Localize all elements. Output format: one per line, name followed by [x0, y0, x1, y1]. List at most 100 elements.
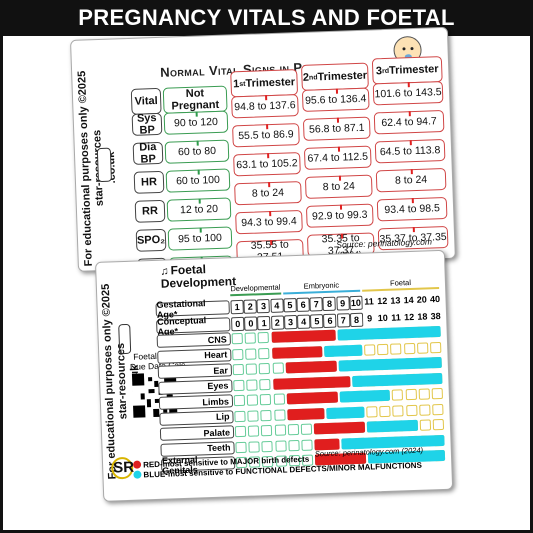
card-notch: [96, 147, 112, 183]
vital-value: 8 to 24: [375, 167, 447, 193]
range-marker: [267, 182, 270, 188]
gestational-week-5: 6: [296, 297, 310, 312]
qr-module: [148, 389, 155, 394]
sensitivity-bar-red: [271, 329, 336, 343]
range-marker: [409, 140, 412, 146]
sensitivity-bar-red: [287, 407, 325, 420]
grid-cell: [248, 440, 260, 453]
grid-cell: [232, 348, 244, 360]
conceptual-week-13: 12: [402, 310, 416, 326]
vital-value: 62.4 to 94.7: [373, 110, 445, 135]
range-marker: [195, 111, 198, 117]
grid-cell: [390, 342, 402, 355]
vital-value: 56.8 to 87.1: [302, 116, 371, 141]
conceptual-week-3: 2: [270, 315, 285, 330]
range-marker: [410, 169, 413, 175]
grid-cell: [418, 388, 430, 400]
sensitivity-bar-blue: [366, 419, 418, 433]
gestational-week-4: 5: [283, 298, 297, 313]
grid-cell: [233, 394, 246, 407]
range-marker: [412, 227, 415, 233]
range-marker: [338, 175, 341, 181]
grid-cell: [258, 347, 270, 359]
blue-dot-icon: [133, 470, 142, 479]
gestational-week-1: 2: [243, 299, 258, 314]
vital-value: 12 to 20: [166, 197, 232, 222]
vital-label-1: Dia BP: [132, 141, 164, 166]
grid-cell: [260, 409, 273, 421]
grid-cell: [234, 425, 247, 438]
gestational-week-6: 7: [309, 297, 324, 312]
conceptual-week-2: 1: [257, 315, 271, 331]
grid-cell: [246, 394, 259, 406]
grid-cell: [257, 331, 270, 344]
card-notch: [118, 323, 132, 355]
range-marker: [339, 204, 342, 210]
grid-cell: [259, 378, 271, 390]
grid-cell: [247, 409, 259, 422]
structure-label: CNS: [156, 332, 231, 348]
phase-label-2: Foetal: [361, 277, 440, 292]
grid-cell: [234, 410, 246, 422]
conceptual-week-4: 3: [283, 314, 298, 330]
grid-cell: [405, 404, 418, 416]
gestational-week-2: 3: [256, 298, 271, 314]
grid-cell: [259, 362, 271, 375]
grid-cell: [261, 440, 274, 452]
vital-value: 94.8 to 137.6: [231, 94, 299, 119]
vital-value: 95 to 100: [167, 226, 233, 251]
grid-cell: [432, 403, 444, 415]
grid-cell: [403, 342, 415, 354]
grid-cell: [274, 424, 286, 436]
column-header-1: Not Pregnant: [162, 85, 228, 114]
conceptual-week-0: 0: [231, 316, 245, 332]
vitals-card: Normal Vital Signs in Pregnancy For educ…: [70, 26, 456, 272]
grid-cell: [272, 362, 284, 374]
qr-module: [140, 393, 145, 400]
vital-value: 92.9 to 99.3: [305, 203, 374, 228]
conceptual-week-1: 0: [244, 316, 258, 331]
gestational-week-13: 14: [401, 293, 416, 309]
range-marker: [265, 124, 268, 130]
conceptual-week-6: 5: [310, 314, 324, 329]
structure-label: Lip: [159, 409, 234, 426]
gestational-week-15: 40: [428, 292, 442, 308]
vital-value: 64.5 to 113.8: [374, 138, 446, 164]
sensitivity-bar-blue: [337, 325, 442, 341]
qr-code[interactable]: [131, 372, 178, 418]
vital-value: 90 to 120: [163, 110, 229, 135]
range-marker: [198, 198, 201, 204]
gestational-week-10: 11: [362, 295, 376, 310]
range-marker: [264, 95, 267, 101]
grid-cell: [432, 418, 445, 431]
grid-cell: [301, 439, 313, 451]
grid-cell: [366, 405, 378, 418]
gestational-week-14: 20: [415, 293, 429, 308]
range-marker: [337, 146, 340, 152]
sensitivity-bar-blue: [338, 356, 443, 372]
gestational-week-8: 9: [335, 296, 350, 311]
grid-cell: [288, 439, 300, 451]
range-marker: [408, 111, 411, 117]
grid-cell: [418, 403, 431, 416]
vital-value: 63.1 to 105.2: [233, 152, 301, 177]
grid-cell: [429, 341, 442, 353]
grid-cell: [244, 332, 257, 344]
grid-cell: [287, 423, 299, 436]
sensitivity-bar-blue: [339, 389, 391, 403]
conceptual-week-11: 10: [376, 311, 390, 327]
qr-module: [146, 399, 152, 408]
sensitivity-bar-red: [272, 375, 351, 390]
grid-cell: [245, 363, 258, 375]
sensitivity-bar-red: [313, 421, 366, 435]
qr-module: [133, 405, 146, 418]
grid-cell: [232, 363, 245, 376]
grid-cell: [431, 387, 443, 400]
conceptual-week-15: 38: [428, 309, 443, 325]
gestational-week-12: 13: [388, 294, 403, 309]
gestational-week-9: 10: [349, 295, 363, 311]
vital-value: 95.6 to 136.4: [301, 87, 370, 112]
structure-label: Eyes: [158, 378, 233, 395]
